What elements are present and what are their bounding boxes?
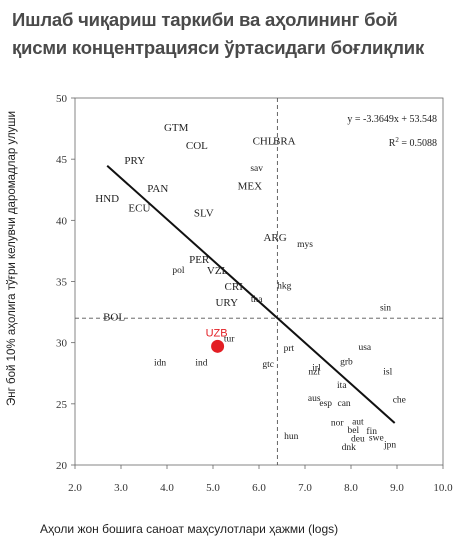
point-label-hnd: HND xyxy=(95,193,119,205)
point-label-che: che xyxy=(393,395,406,405)
x-tick-label: 4.0 xyxy=(160,482,174,494)
y-tick-label: 25 xyxy=(56,399,68,411)
plot-area xyxy=(74,97,444,466)
point-label-pry: PRY xyxy=(124,155,145,167)
uzb-label: UZB xyxy=(206,327,228,339)
y-tick-label: 35 xyxy=(56,277,68,289)
point-label-dnk: dnk xyxy=(342,443,357,453)
x-tick-label: 2.0 xyxy=(68,482,82,494)
point-label-tha: tha xyxy=(251,295,263,305)
y-tick-label: 45 xyxy=(56,154,68,166)
point-label-aus: aus xyxy=(308,394,321,404)
x-axis-ticks: 2.0 3.0 4.0 5.0 6.0 7.0 8.0 9.0 10.0 xyxy=(68,465,453,494)
point-label-mex: MEX xyxy=(238,181,263,193)
highlight-group: UZB xyxy=(206,327,228,353)
point-label-grb: grb xyxy=(340,358,353,368)
point-label-swe: swe xyxy=(369,433,384,443)
regression-equation: y = -3.3649x + 53.548 xyxy=(347,114,437,125)
r-squared-label: R2 = 0.5088 xyxy=(389,136,437,149)
point-label-mys: mys xyxy=(297,240,313,250)
x-tick-label: 5.0 xyxy=(206,482,220,494)
y-tick-label: 20 xyxy=(56,460,68,472)
chart-title-line-2: қисми концентрацияси ўртасидаги боғлиқли… xyxy=(12,37,425,58)
chart-title-line-1: Ишлаб чиқариш таркиби ва аҳолининг бой xyxy=(12,9,398,30)
y-tick-label: 40 xyxy=(56,215,68,227)
point-label-ury: URY xyxy=(215,297,238,309)
x-tick-label: 10.0 xyxy=(433,482,453,494)
point-label-per: PER xyxy=(189,254,210,266)
regression-group: y = -3.3649x + 53.548 R2 = 0.5088 xyxy=(106,114,437,424)
x-tick-label: 3.0 xyxy=(114,482,128,494)
point-label-arg: ARG xyxy=(263,232,286,244)
point-label-hkg: hkg xyxy=(277,282,292,292)
point-label-chl: CHL xyxy=(253,135,275,147)
chart-title: Ишлаб чиқариш таркиби ва аҳолининг бой қ… xyxy=(12,6,452,62)
point-label-tur: tur xyxy=(224,334,235,344)
point-label-aut: aut xyxy=(352,417,364,427)
point-label-slv: SLV xyxy=(194,207,214,219)
point-label-nor: nor xyxy=(331,419,345,429)
point-label-fin: fin xyxy=(366,426,377,437)
point-label-pan: PAN xyxy=(147,183,168,195)
y-tick-label: 50 xyxy=(56,93,68,105)
uzb-marker xyxy=(211,339,225,353)
plot-frame xyxy=(74,97,444,466)
point-label-can: can xyxy=(338,399,351,409)
x-tick-label: 9.0 xyxy=(390,482,404,494)
point-label-hun: hun xyxy=(284,432,299,442)
point-label-bel: bel xyxy=(347,426,359,436)
point-label-col: COL xyxy=(186,140,208,152)
point-label-irl: irl xyxy=(312,364,321,374)
point-label-prt: prt xyxy=(284,344,295,354)
point-label-sav: sav xyxy=(250,164,263,174)
y-tick-label: 30 xyxy=(56,338,68,350)
point-label-ita: ita xyxy=(337,381,347,391)
point-label-jpn: jpn xyxy=(383,441,396,451)
y-axis-ticks: 20 25 30 35 40 45 50 xyxy=(56,93,75,472)
point-label-idn: idn xyxy=(154,359,166,369)
point-label-bra: BRA xyxy=(273,135,296,147)
point-label-usa: usa xyxy=(358,343,371,353)
point-label-cri: CRI xyxy=(225,281,244,293)
point-label-gtm: GTM xyxy=(164,122,189,134)
point-label-sin: sin xyxy=(380,304,391,314)
reference-lines xyxy=(75,98,443,465)
point-label-gtc: gtc xyxy=(262,360,274,370)
point-label-ind: ind xyxy=(195,359,207,369)
point-label-isl: isl xyxy=(383,367,392,377)
x-tick-label: 8.0 xyxy=(344,482,358,494)
regression-line xyxy=(106,164,396,424)
point-label-bol: BOL xyxy=(103,311,125,323)
point-label-deu: deu xyxy=(351,435,365,445)
point-label-esp: esp xyxy=(319,399,332,409)
x-axis-label: Аҳоли жон бошига саноат маҳсулотлари ҳаж… xyxy=(40,522,339,536)
x-tick-label: 6.0 xyxy=(252,482,266,494)
point-label-ecu: ECU xyxy=(128,203,150,215)
point-label-pol: pol xyxy=(172,266,185,276)
x-tick-label: 7.0 xyxy=(298,482,312,494)
point-label-nzl: nzl xyxy=(308,367,320,377)
point-label-vzl: VZL xyxy=(207,265,229,277)
